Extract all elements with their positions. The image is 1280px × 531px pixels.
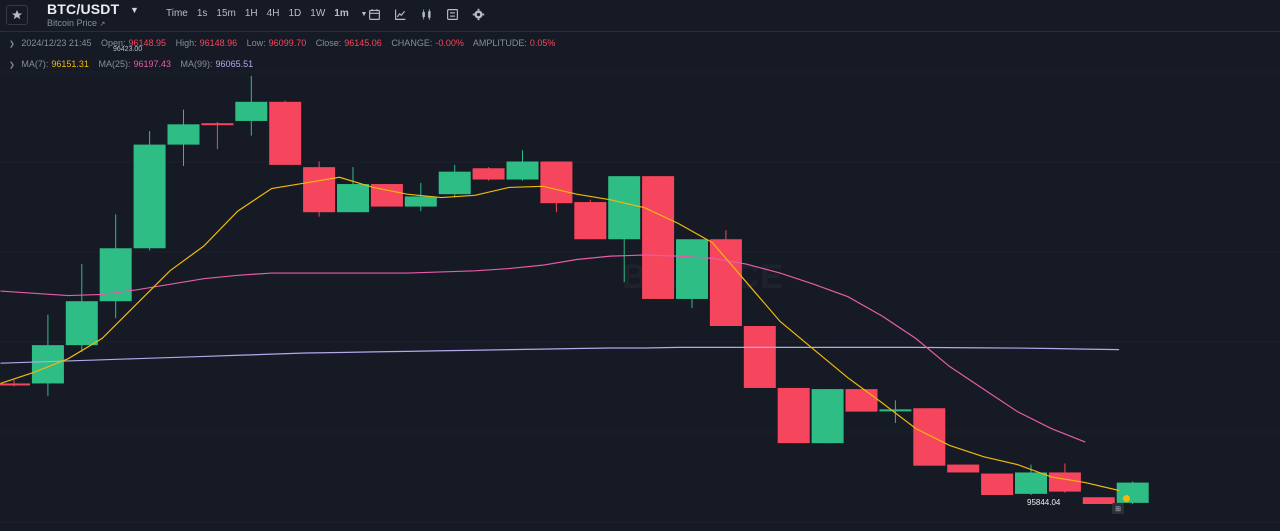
ma99-label: MA(99): xyxy=(180,59,213,69)
candle-down[interactable] xyxy=(574,202,607,240)
candle-down[interactable] xyxy=(947,464,980,473)
candle-up[interactable] xyxy=(1015,472,1047,494)
candle-down[interactable] xyxy=(642,176,675,299)
star-icon xyxy=(12,10,22,20)
high-price-marker: 96423.00 xyxy=(113,46,143,53)
symbol-title[interactable]: BTC/USDT xyxy=(47,1,120,17)
ma7-line xyxy=(0,176,1120,492)
scroll-to-latest-button[interactable]: ⊞ xyxy=(1112,503,1124,514)
live-price-dot xyxy=(1123,495,1130,502)
symbol-dropdown-caret-icon[interactable]: ▼ xyxy=(130,5,139,15)
ma99-line xyxy=(0,346,1120,364)
candle-up[interactable] xyxy=(235,101,268,121)
candle-datetime: 2024/12/23 21:45 xyxy=(21,38,92,48)
candle-up[interactable] xyxy=(167,124,200,145)
candle-down[interactable] xyxy=(269,101,302,165)
candle-down[interactable] xyxy=(540,161,573,204)
symbol-subtitle: Bitcoin Price ↗ xyxy=(47,18,106,28)
change-label: CHANGE: xyxy=(391,38,433,48)
layout-icon[interactable] xyxy=(446,8,460,22)
interval-15m[interactable]: 15m xyxy=(216,8,236,19)
chart-tools xyxy=(368,8,498,22)
candle-up[interactable] xyxy=(1116,482,1149,503)
high-label: High: xyxy=(175,38,197,48)
indicator-icon[interactable] xyxy=(394,8,408,22)
low-label: Low: xyxy=(246,38,266,48)
candle-up[interactable] xyxy=(99,248,132,302)
candle-down[interactable] xyxy=(913,408,946,466)
candle-down[interactable] xyxy=(370,184,403,207)
candle-down[interactable] xyxy=(1048,472,1081,492)
candle-up[interactable] xyxy=(438,171,471,195)
ma7-label: MA(7): xyxy=(21,59,49,69)
candle-type-icon[interactable] xyxy=(420,8,434,22)
candle-up[interactable] xyxy=(65,301,98,346)
high-value: 96148.96 xyxy=(199,38,238,48)
open-value: 96148.95 xyxy=(128,38,167,48)
candle-up[interactable] xyxy=(506,161,539,180)
ma99-value: 96065.51 xyxy=(215,59,254,69)
candle-down[interactable] xyxy=(709,239,742,326)
candle-down[interactable] xyxy=(777,387,810,444)
candle-up[interactable] xyxy=(337,184,369,213)
low-value: 96099.70 xyxy=(268,38,307,48)
candle-down[interactable] xyxy=(0,383,30,386)
close-value: 96145.06 xyxy=(344,38,382,48)
candlestick-chart[interactable] xyxy=(0,32,1280,531)
interval-selector: Time 1s 15m 1H 4H 1D 1W 1m ▼ xyxy=(166,8,385,19)
candle-up[interactable] xyxy=(608,176,641,240)
change-value: -0.00% xyxy=(435,38,464,48)
candle-up[interactable] xyxy=(676,239,708,299)
last-price-label: 95844.04 xyxy=(1027,498,1061,507)
favorite-star-button[interactable] xyxy=(6,5,28,25)
candle-up[interactable] xyxy=(404,196,437,207)
collapse-caret-icon[interactable]: ❯ xyxy=(9,41,15,48)
candle-down[interactable] xyxy=(472,168,505,180)
settings-icon[interactable] xyxy=(472,8,486,22)
candle-up[interactable] xyxy=(879,409,912,412)
open-label: Open: xyxy=(100,38,126,48)
interval-1h[interactable]: 1H xyxy=(244,8,258,19)
calendar-icon[interactable] xyxy=(368,8,382,22)
candle-down[interactable] xyxy=(845,389,878,412)
candle-up[interactable] xyxy=(133,144,166,249)
interval-4h[interactable]: 4H xyxy=(266,8,280,19)
candle-up[interactable] xyxy=(811,389,844,444)
amplitude-value: 0.05% xyxy=(529,38,556,48)
top-toolbar: BTC/USDT ▼ Bitcoin Price ↗ Time 1s 15m 1… xyxy=(0,0,1280,32)
candle-down[interactable] xyxy=(201,123,234,126)
amplitude-label: AMPLITUDE: xyxy=(472,38,527,48)
ohlc-legend: ❯ 2024/12/23 21:45 Open: 96148.95 High: 96… xyxy=(9,38,562,48)
interval-time[interactable]: Time xyxy=(166,8,188,19)
interval-1m-active[interactable]: 1m ▼ xyxy=(334,8,368,19)
candle-down[interactable] xyxy=(743,325,776,388)
interval-1d[interactable]: 1D xyxy=(288,8,302,19)
interval-1s[interactable]: 1s xyxy=(196,8,208,19)
ma25-label: MA(25): xyxy=(98,59,131,69)
ma25-line xyxy=(0,254,1086,443)
candle-down[interactable] xyxy=(981,473,1014,495)
candle-up[interactable] xyxy=(31,345,64,384)
ma-collapse-caret-icon[interactable]: ❯ xyxy=(9,62,15,69)
candle-down[interactable] xyxy=(303,167,336,213)
ma25-value: 96197.43 xyxy=(133,59,172,69)
ma7-value: 96151.31 xyxy=(51,59,89,69)
interval-1w[interactable]: 1W xyxy=(310,8,326,19)
candle-down[interactable] xyxy=(1082,497,1115,504)
close-label: Close: xyxy=(315,38,342,48)
ma-legend: ❯ MA(7): 96151.31 MA(25): 96197.43 MA(99):… xyxy=(9,59,260,69)
